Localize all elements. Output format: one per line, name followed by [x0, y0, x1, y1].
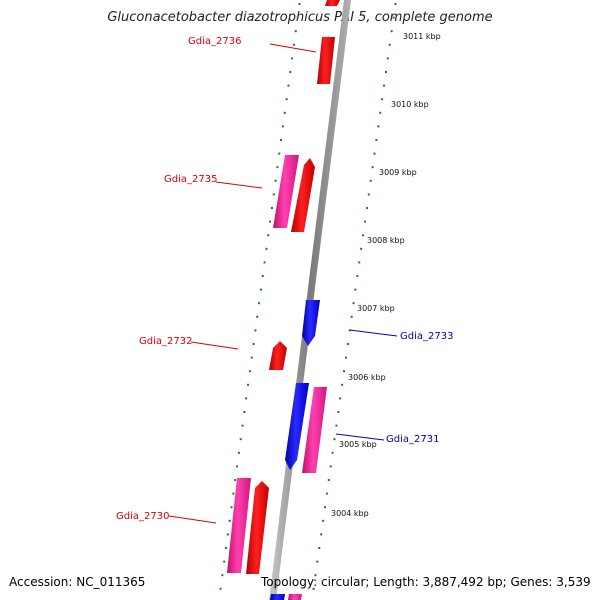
gene-gdia-2735b[interactable] [291, 158, 315, 232]
gene-gdia-2735a[interactable] [273, 155, 299, 228]
gene-label-gdia-2731[interactable]: Gdia_2731 [386, 434, 439, 445]
scale-label-3009: 3009 kbp [379, 168, 417, 177]
gene-gdia-2731a[interactable] [285, 383, 309, 470]
outer-ruler-ticks [312, 3, 397, 590]
gene-bottom-pink [288, 594, 302, 600]
scale-label-3006: 3006 kbp [348, 373, 386, 382]
gene-gdia-2730b[interactable] [246, 481, 269, 574]
gene-label-gdia-2732[interactable]: Gdia_2732 [139, 336, 192, 347]
gene-labels: Gdia_2736 Gdia_2735 Gdia_2733 Gdia_2732 … [116, 36, 453, 522]
gene-gdia-2733[interactable] [302, 300, 320, 346]
gene-label-gdia-2733[interactable]: Gdia_2733 [400, 331, 453, 342]
inner-ruler-ticks [219, 3, 301, 590]
gene-label-gdia-2735[interactable]: Gdia_2735 [164, 174, 217, 185]
leader-gdia-2730 [168, 515, 217, 524]
gene-gdia-2736[interactable] [317, 37, 335, 84]
gene-gdia-2730a[interactable] [227, 478, 251, 573]
scale-labels: 3011 kbp 3010 kbp 3009 kbp 3008 kbp 3007… [331, 32, 441, 518]
gene-gdia-2731b[interactable] [302, 387, 327, 473]
scale-label-3010: 3010 kbp [391, 100, 429, 109]
scale-label-3005: 3005 kbp [339, 440, 377, 449]
accession-label: Accession: NC_011365 [9, 575, 146, 589]
scale-label-3011: 3011 kbp [403, 32, 441, 41]
gene-label-gdia-2736[interactable]: Gdia_2736 [188, 36, 241, 47]
gene-gdia-2736-top[interactable] [325, 0, 340, 6]
gene-label-leaders [168, 43, 398, 524]
leader-gdia-2731 [335, 433, 385, 441]
map-title: Gluconacetobacter diazotrophicus PAI 5, … [107, 10, 493, 25]
leader-gdia-2732 [190, 341, 239, 350]
leader-gdia-2735 [215, 181, 263, 189]
leader-gdia-2736 [269, 43, 317, 53]
scale-label-3008: 3008 kbp [367, 236, 405, 245]
gene-gdia-2732[interactable] [269, 341, 287, 370]
topology-label: Topology: circular; Length: 3,887,492 bp… [261, 575, 591, 589]
scale-label-3004: 3004 kbp [331, 509, 369, 518]
scale-label-3007: 3007 kbp [357, 304, 395, 313]
gene-label-gdia-2730[interactable]: Gdia_2730 [116, 511, 169, 522]
leader-gdia-2733 [349, 329, 398, 337]
gene-bottom-blue [270, 594, 285, 600]
